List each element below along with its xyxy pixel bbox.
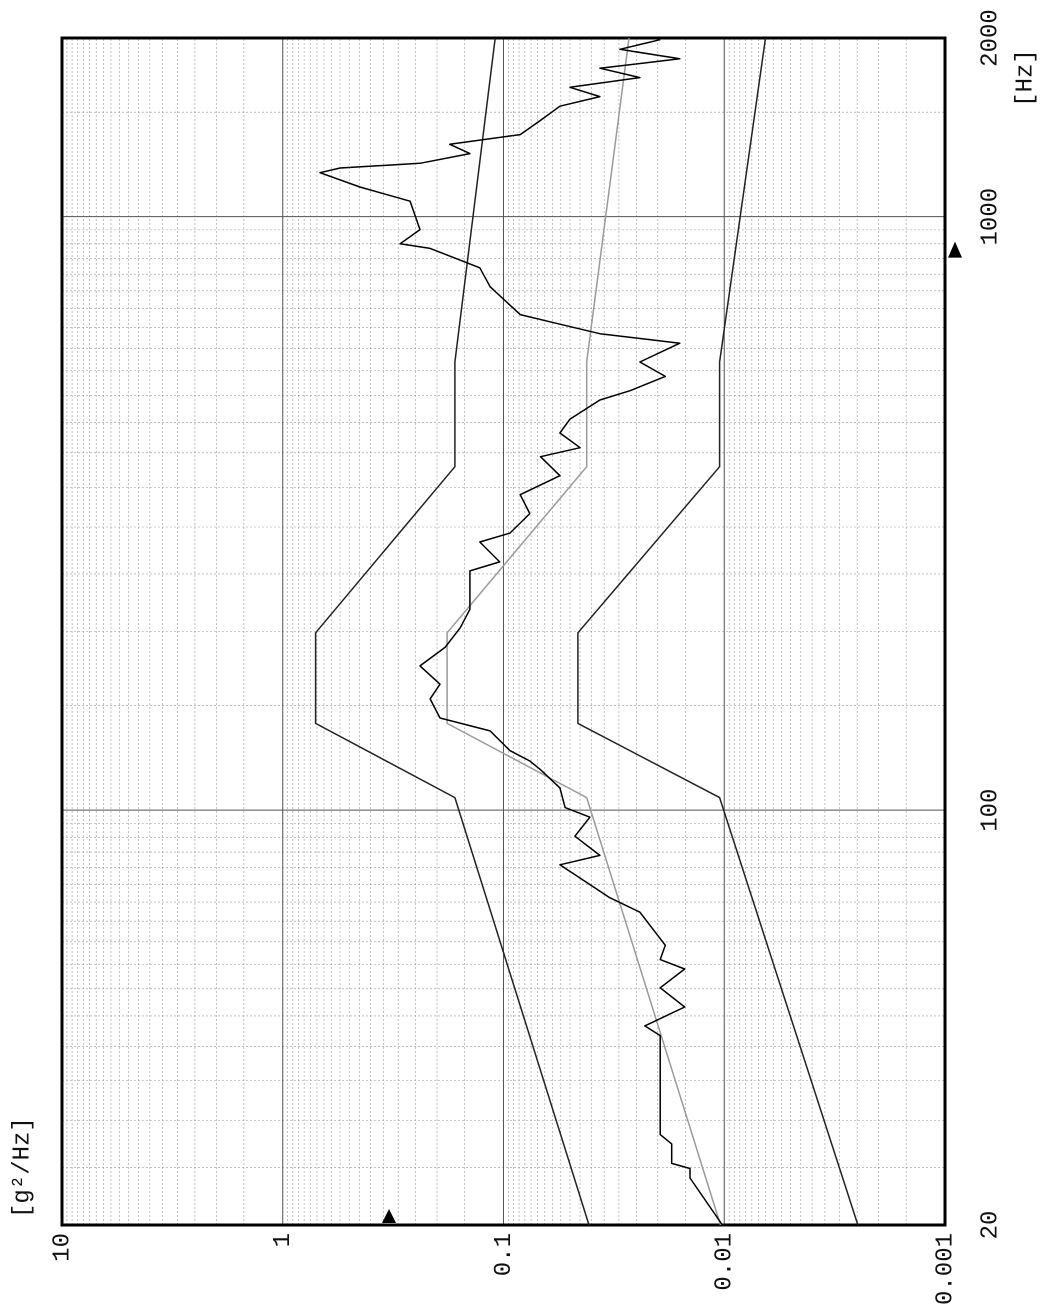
series-line (577, 37, 859, 1226)
rotated-plot: [g²/Hz] [Hz] 20 100 1000 2000 0.001 0.01 0.1 1 1… (9, 9, 1039, 1305)
x-tick-label: 20 (977, 1211, 1004, 1240)
y-marker (382, 1209, 397, 1223)
series-line (446, 37, 722, 1226)
y-tick-label: 1 (270, 1233, 297, 1247)
x-tick-label: 2000 (977, 9, 1004, 67)
series-line (319, 38, 724, 1226)
y-tick-label: 0.01 (712, 1233, 739, 1291)
x-tick-label: 1000 (977, 188, 1004, 246)
x-tick-label: 100 (977, 789, 1004, 832)
y-tick-label: 10 (49, 1233, 76, 1262)
plot-frame (60, 36, 947, 1227)
x-axis-label: [Hz] (1012, 49, 1039, 107)
y-axis-label: [g²/Hz] (9, 1117, 36, 1218)
series-line (314, 37, 590, 1226)
y-tick-label: 0.001 (932, 1233, 959, 1305)
y-tick-label: 0.1 (491, 1233, 518, 1276)
x-marker (948, 241, 962, 258)
